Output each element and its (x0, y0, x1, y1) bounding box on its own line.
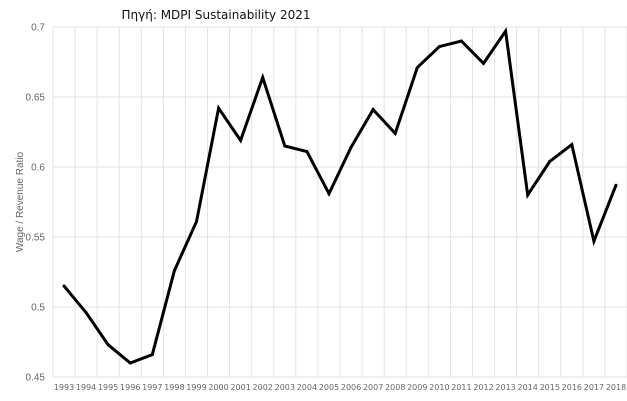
data-point-2003 (283, 144, 287, 148)
x-tick-label: 1994 (76, 383, 96, 392)
x-tick-label: 1999 (186, 383, 206, 392)
x-tick-label: 2012 (473, 383, 493, 392)
data-point-2010 (437, 45, 441, 49)
y-axis-label: Wage / Revenue Ratio (15, 151, 26, 252)
x-tick-label: 2014 (518, 383, 538, 392)
data-point-1993 (62, 284, 66, 288)
data-point-1996 (128, 361, 132, 365)
x-tick-label: 2017 (584, 383, 604, 392)
y-ticks: 0.45 0.5 0.55 0.6 0.65 0.7 (26, 23, 46, 384)
data-point-2012 (482, 61, 486, 65)
y-tick-label: 0.55 (26, 233, 46, 244)
x-tick-label: 2003 (275, 383, 295, 392)
x-tick-label: 1997 (142, 383, 162, 392)
data-point-2016 (570, 143, 574, 147)
x-tick-label: 2015 (540, 383, 560, 392)
y-tick-label: 0.5 (31, 303, 45, 314)
x-tick-label: 1996 (120, 383, 140, 392)
data-point-2017 (592, 239, 596, 243)
data-point-2000 (217, 106, 221, 110)
data-point-2005 (327, 192, 331, 196)
x-tick-label: 1998 (164, 383, 184, 392)
source-caption: Πηγή: MDPI Sustainability 2021 (122, 8, 311, 22)
y-tick-label: 0.65 (26, 93, 46, 104)
series (62, 27, 618, 365)
data-point-1997 (150, 353, 154, 357)
data-point-2006 (349, 145, 353, 149)
x-tick-label: 2010 (429, 383, 449, 392)
data-point-2007 (371, 108, 375, 112)
x-tick-label: 2008 (385, 383, 405, 392)
grid (52, 26, 627, 378)
x-tick-label: 2009 (407, 383, 427, 392)
data-point-1994 (84, 311, 88, 315)
x-tick-label: 2002 (253, 383, 273, 392)
x-tick-label: 2011 (451, 383, 471, 392)
x-tick-label: 2007 (363, 383, 383, 392)
data-point-2008 (393, 131, 397, 135)
data-point-2013 (504, 29, 508, 33)
x-tick-label: 2006 (341, 383, 361, 392)
y-tick-label: 0.7 (31, 23, 45, 34)
x-tick-label: 1995 (98, 383, 118, 392)
x-tick-label: 2005 (319, 383, 339, 392)
data-point-1999 (194, 220, 198, 224)
y-tick-label: 0.6 (31, 163, 45, 174)
data-point-2014 (526, 193, 530, 197)
x-tick-label: 2016 (562, 383, 582, 392)
x-tick-label: 2018 (606, 383, 626, 392)
data-point-1998 (172, 269, 176, 273)
x-tick-label: 2004 (297, 383, 317, 392)
data-point-2009 (415, 66, 419, 70)
data-point-1995 (106, 343, 110, 347)
x-ticks: 1993 1994 1995 1996 1997 1998 1999 2000 2001 2002… (54, 383, 626, 392)
x-tick-label: 2001 (230, 383, 250, 392)
data-point-2001 (239, 138, 243, 142)
data-point-2011 (459, 39, 463, 43)
x-tick-label: 2013 (495, 383, 515, 392)
data-point-2002 (261, 75, 265, 79)
x-tick-label: 2000 (208, 383, 228, 392)
data-point-2018 (614, 183, 618, 187)
data-point-2015 (548, 159, 552, 163)
x-tick-label: 1993 (54, 383, 74, 392)
y-tick-label: 0.45 (26, 373, 46, 384)
data-point-2004 (305, 150, 309, 154)
series-line (62, 27, 618, 365)
